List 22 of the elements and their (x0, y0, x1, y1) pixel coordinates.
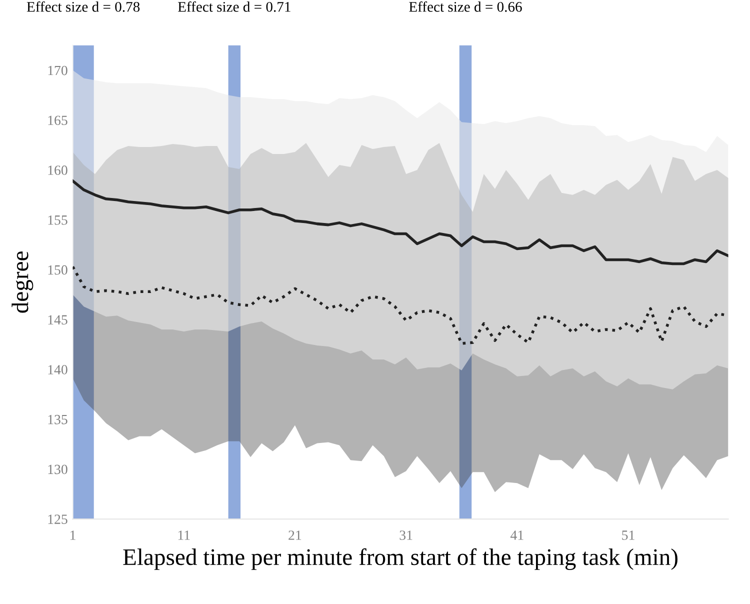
y-tick-label: 145 (48, 315, 68, 325)
y-axis-title: degree (12, 252, 34, 313)
y-tick-label: 135 (48, 414, 68, 424)
y-tick-label: 155 (48, 215, 68, 225)
x-tick-label: 11 (178, 530, 190, 540)
x-tick-label: 31 (400, 530, 412, 540)
y-tick-label: 150 (48, 265, 68, 275)
band-label: Effect size d = 0.66 (409, 1, 522, 12)
x-tick-label: 1 (70, 530, 76, 540)
x-tick-label: 41 (510, 530, 524, 540)
x-axis-title: Elapsed time per minute from start of the taping task (min) (123, 548, 678, 570)
band-label: Effect size d = 0.71 (178, 1, 290, 12)
y-tick-label: 130 (48, 464, 68, 474)
y-tick-label: 125 (48, 514, 68, 524)
y-tick-label: 170 (48, 66, 68, 76)
band-label: Effect size d = 0.78 (26, 1, 140, 12)
y-tick-label: 160 (48, 166, 68, 175)
x-tick-label: 51 (622, 530, 634, 540)
line-series (72, 180, 728, 266)
y-tick-label: 140 (48, 365, 68, 374)
x-tick-label: 21 (288, 530, 302, 540)
y-tick-label: 165 (48, 116, 68, 126)
